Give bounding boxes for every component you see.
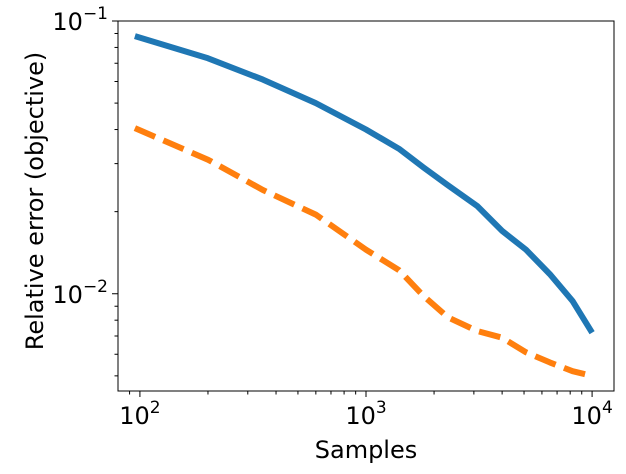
x-tick-label: 103 (345, 398, 386, 430)
x-tick-label: 102 (119, 398, 160, 430)
series-layer (133, 33, 595, 379)
y-tick-label: 10−1 (52, 4, 108, 36)
plot-frame (117, 20, 615, 392)
y-axis-label: Relative error (objective) (21, 52, 49, 350)
minor-ticks (114, 32, 583, 395)
y-tick-label: 10−2 (52, 277, 108, 309)
plot-area: 102 103 104 10−2 10−1 (52, 4, 615, 430)
x-axis-label: Samples (315, 436, 418, 464)
x-tick-label: 104 (571, 398, 612, 430)
major-ticks: 102 103 104 10−2 10−1 (52, 4, 612, 430)
series-line-1 (134, 33, 595, 335)
series-line-2 (133, 125, 593, 379)
